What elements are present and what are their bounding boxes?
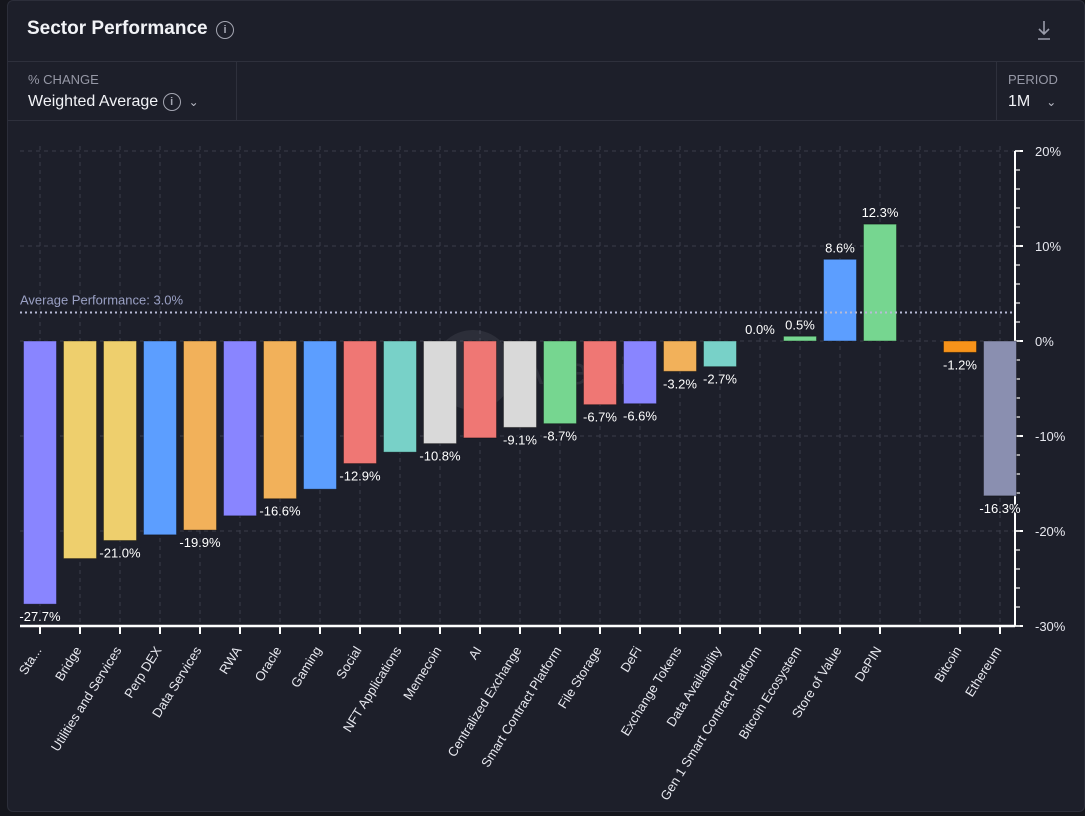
bar — [423, 340, 457, 445]
bar — [823, 258, 857, 342]
bar — [103, 340, 137, 541]
title-text: Sector Performance — [27, 18, 208, 39]
x-tick-label: Bitcoin — [931, 644, 964, 685]
x-tick-label: Utilities and Services — [48, 643, 125, 754]
bar — [303, 340, 337, 490]
period-label: PERIOD — [1008, 72, 1058, 87]
info-icon[interactable]: i — [216, 21, 234, 39]
bar-data-label: -21.0% — [99, 546, 141, 561]
x-tick-label: Sta... — [16, 644, 45, 678]
divider — [236, 62, 237, 120]
x-tick-label: Memecoin — [400, 644, 444, 703]
bar-data-label: -16.3% — [979, 501, 1021, 516]
bar-data-label: 0.0% — [745, 322, 775, 337]
bar — [63, 340, 97, 560]
bar — [543, 340, 577, 425]
bar — [783, 335, 817, 342]
y-tick-label: 20% — [1035, 144, 1061, 159]
bar — [623, 340, 657, 405]
x-tick-label: Gaming — [288, 644, 325, 691]
bar — [663, 340, 697, 372]
chevron-down-icon[interactable]: ⌄ — [1046, 95, 1057, 109]
y-tick-label: -30% — [1035, 619, 1066, 634]
bar — [23, 340, 57, 605]
controls-row: % CHANGE Weighted Average i ⌄ PERIOD 1M ⌄ — [8, 62, 1084, 121]
chart-title: Sector Performance i — [27, 18, 234, 40]
metric-select[interactable]: % CHANGE Weighted Average i ⌄ — [8, 62, 236, 120]
x-tick-label: Social — [333, 644, 365, 682]
divider — [996, 62, 997, 120]
bar — [143, 340, 177, 536]
x-tick-label: RWA — [216, 643, 245, 676]
bar-data-label: -9.1% — [503, 432, 537, 447]
bar-data-label: -10.8% — [419, 449, 461, 464]
metric-label: % CHANGE — [28, 72, 99, 87]
bar — [463, 340, 497, 439]
bar — [183, 340, 217, 531]
bar-data-label: -3.2% — [663, 376, 697, 391]
bar-data-label: -8.7% — [543, 429, 577, 444]
x-tick-label: Smart Contract Platform — [478, 644, 565, 770]
x-tick-label: Bridge — [52, 644, 85, 684]
info-icon[interactable]: i — [162, 93, 181, 111]
average-label: Average Performance: 3.0% — [20, 293, 184, 308]
period-value: 1M — [1008, 93, 1031, 110]
bar — [263, 340, 297, 500]
bar-data-label: -19.9% — [179, 535, 221, 550]
bar — [383, 340, 417, 453]
bar — [503, 340, 537, 428]
bar — [343, 340, 377, 465]
bar — [583, 340, 617, 406]
period-select[interactable]: PERIOD 1M ⌄ — [997, 62, 1085, 120]
metric-value: Weighted Average — [28, 93, 159, 111]
bar — [983, 340, 1017, 497]
bar-data-label: 0.5% — [785, 317, 815, 332]
bar-data-label: -12.9% — [339, 469, 381, 484]
bar-data-label: -16.6% — [259, 504, 301, 519]
bar-data-label: -6.6% — [623, 409, 657, 424]
y-tick-label: 0% — [1035, 334, 1054, 349]
bar-data-label: -27.7% — [19, 609, 61, 624]
x-tick-label: Ethereum — [962, 644, 1005, 700]
x-tick-label: Oracle — [252, 644, 285, 684]
bar-data-label: -1.2% — [943, 357, 977, 372]
x-tick-label: Centralized Exchange — [444, 644, 524, 760]
x-tick-label: AI — [465, 644, 484, 662]
bar-data-label: 8.6% — [825, 240, 855, 255]
card-header: Sector Performance i — [8, 1, 1084, 62]
bar — [943, 340, 977, 353]
x-tick-label: Perp DEX — [121, 643, 165, 700]
x-tick-label: DePIN — [852, 644, 885, 684]
y-tick-label: -20% — [1035, 524, 1066, 539]
bar — [863, 223, 897, 342]
bar-data-label: -6.7% — [583, 410, 617, 425]
download-icon[interactable] — [1036, 19, 1052, 41]
bar — [703, 340, 737, 368]
bar-data-label: -2.7% — [703, 372, 737, 387]
bar — [223, 340, 257, 517]
y-tick-label: 10% — [1035, 239, 1061, 254]
y-tick-label: -10% — [1035, 429, 1066, 444]
x-tick-label: DeFi — [617, 644, 644, 675]
bar-data-label: 12.3% — [862, 205, 899, 220]
chevron-down-icon[interactable]: ⌄ — [188, 95, 199, 110]
